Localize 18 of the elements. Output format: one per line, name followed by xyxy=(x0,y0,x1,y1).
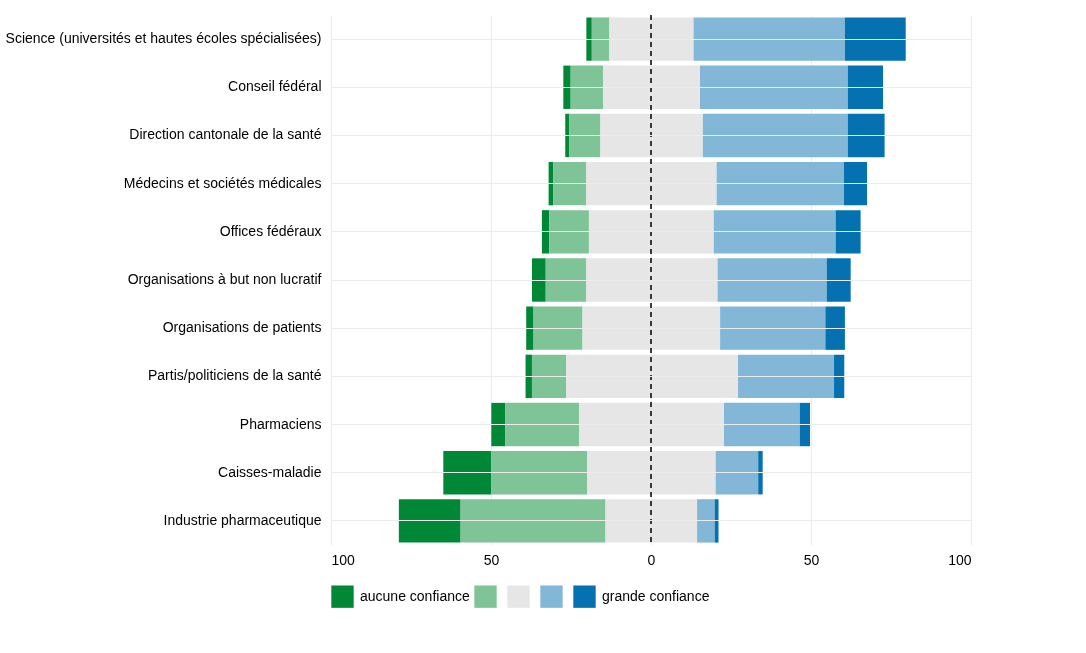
x-tick-label: 0 xyxy=(647,551,656,568)
y-tick-label: Direction cantonale de la santé xyxy=(129,126,322,143)
y-tick-label: Partis/politiciens de la santé xyxy=(147,367,322,384)
x-tick-label: 50 xyxy=(803,551,820,568)
legend-label: grande confiance xyxy=(602,587,710,604)
x-tick-label: 100 xyxy=(948,551,972,568)
x-tick-label: 100 xyxy=(331,551,356,568)
y-tick-label: Médecins et sociétés médicales xyxy=(123,174,322,191)
y-tick-label: Offices fédéraux xyxy=(219,222,322,239)
y-tick-label: Pharmaciens xyxy=(239,415,322,432)
y-tick-label: Industrie pharmaceutique xyxy=(163,511,322,528)
legend-label: aucune confiance xyxy=(360,587,470,604)
y-tick-label: Conseil fédéral xyxy=(228,78,322,95)
y-tick-label: Organisations de patients xyxy=(162,319,322,336)
x-tick-label: 50 xyxy=(483,551,500,568)
y-tick-label: Organisations à but non lucratif xyxy=(127,271,322,287)
y-tick-label: Science (universités et hautes écoles spécialisées) xyxy=(5,30,322,47)
y-tick-label: Caisses-maladie xyxy=(218,463,322,480)
